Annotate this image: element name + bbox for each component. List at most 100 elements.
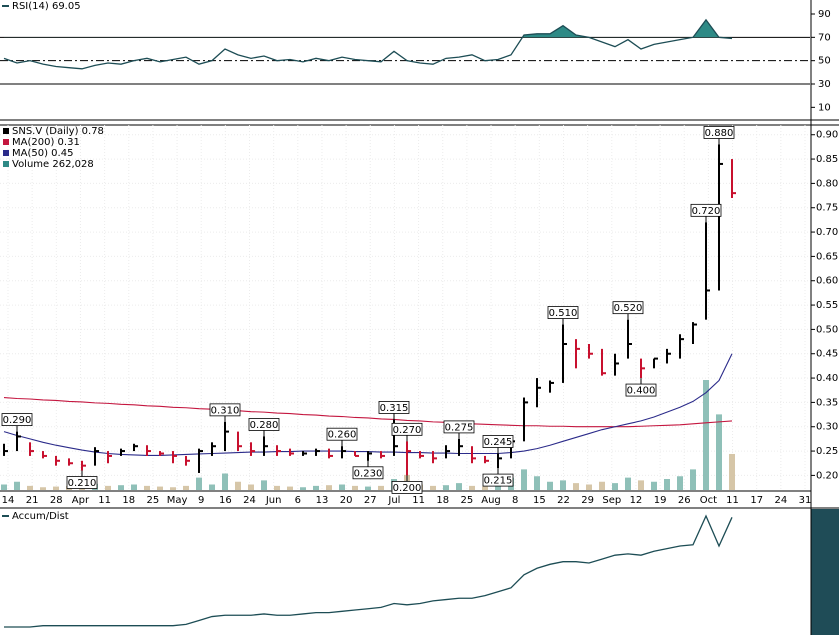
y-tick-label: 10	[818, 102, 831, 113]
x-tick-label: 27	[364, 495, 377, 506]
x-tick-label: 21	[26, 495, 39, 506]
volume-bar	[261, 480, 267, 490]
volume-bar	[716, 414, 722, 490]
axis-strip	[811, 509, 839, 635]
x-tick-label: Oct	[700, 495, 717, 506]
legend-swatch	[3, 161, 9, 167]
legend-label: Accum/Dist	[12, 511, 69, 522]
callout-box	[326, 427, 358, 441]
y-tick-label: 0.50	[816, 324, 838, 335]
y-tick-label: 0.75	[816, 203, 838, 214]
callout-label: 0.315	[380, 403, 409, 414]
x-tick-label: 18	[122, 495, 135, 506]
callout-box	[1, 413, 33, 427]
x-tick-label: 11	[98, 495, 111, 506]
callout-label: 0.510	[549, 308, 578, 319]
indicator-line	[4, 514, 733, 628]
x-tick-label: 26	[678, 495, 691, 506]
callout-label: 0.880	[705, 128, 734, 139]
y-tick-label: 0.70	[816, 227, 838, 238]
volume-bar	[27, 485, 33, 490]
legend-label: SNS.V (Daily) 0.78	[12, 126, 104, 137]
x-tick-label: May	[167, 495, 188, 506]
volume-bar	[248, 484, 254, 490]
legend-label: RSI(14) 69.05	[12, 1, 81, 12]
legend-label: MA(50) 0.45	[12, 148, 73, 159]
volume-bar	[430, 485, 436, 490]
volume-bar	[729, 453, 735, 490]
volume-bar	[339, 484, 345, 490]
x-tick-label: 6	[295, 495, 301, 506]
x-tick-label: 14	[2, 495, 15, 506]
legend-swatch	[3, 150, 9, 156]
volume-bar	[573, 483, 579, 490]
volume-bar	[690, 469, 696, 490]
volume-bar	[209, 484, 215, 490]
y-tick-label: 50	[818, 56, 831, 67]
volume-bar	[14, 481, 20, 490]
volume-bar	[235, 481, 241, 490]
volume-bar	[274, 485, 280, 490]
volume-bar	[144, 485, 150, 490]
callout-label: 0.215	[484, 476, 513, 487]
volume-bar	[534, 476, 540, 490]
volume-bar	[664, 479, 670, 490]
x-tick-label: 25	[147, 495, 160, 506]
volume-bar	[521, 469, 527, 490]
volume-bar	[365, 486, 371, 490]
x-tick-label: 19	[654, 495, 667, 506]
callout-box	[690, 203, 722, 217]
callout-box	[209, 403, 241, 417]
callout-label: 0.290	[3, 415, 32, 426]
volume-bar	[287, 486, 293, 490]
callout-label: 0.520	[614, 303, 643, 314]
callout-box	[482, 473, 514, 487]
volume-bar	[456, 483, 462, 490]
y-tick-label: 0.30	[816, 422, 838, 433]
x-tick-label: 13	[316, 495, 329, 506]
x-tick-label: Jul	[387, 495, 400, 506]
x-tick-label: 29	[581, 495, 594, 506]
y-tick-label: 0.55	[816, 300, 838, 311]
callout-box	[625, 383, 657, 397]
x-tick-label: Jun	[265, 495, 282, 506]
callout-label: 0.275	[445, 422, 474, 433]
callout-label: 0.260	[328, 430, 357, 441]
x-tick-label: Sep	[602, 495, 621, 506]
x-tick-label: Apr	[72, 495, 90, 506]
y-tick-label: 0.25	[816, 446, 838, 457]
volume-bar	[313, 485, 319, 490]
y-tick-label: 70	[818, 32, 831, 43]
callout-box	[248, 418, 280, 431]
y-tick-label: 0.65	[816, 251, 838, 262]
moving-average	[3, 396, 733, 428]
x-tick-label: 24	[774, 495, 787, 506]
y-tick-label: 0.60	[816, 276, 838, 287]
volume-bar	[40, 487, 46, 490]
callout-label: 0.400	[627, 386, 656, 397]
x-tick-label: 20	[340, 495, 353, 506]
volume-bar	[612, 483, 618, 490]
x-tick-label: 31	[799, 495, 812, 506]
volume-bar	[157, 486, 163, 490]
y-tick-label: 0.85	[816, 154, 838, 165]
x-tick-label: 11	[412, 495, 425, 506]
volume-bar	[651, 481, 657, 490]
callout-label: 0.230	[354, 468, 383, 479]
y-tick-label: 30	[818, 79, 831, 90]
volume-bar	[547, 481, 553, 490]
volume-bar	[170, 487, 176, 490]
y-tick-label: 0.45	[816, 349, 838, 360]
x-tick-label: 24	[243, 495, 256, 506]
volume-bar	[222, 473, 228, 490]
y-tick-label: 0.80	[816, 178, 838, 189]
volume-bar	[196, 477, 202, 490]
callout-box	[378, 401, 410, 414]
x-tick-label: 22	[557, 495, 570, 506]
callout-box	[66, 476, 98, 489]
callout-box	[391, 480, 423, 494]
callout-label: 0.245	[484, 437, 513, 448]
callout-box	[612, 301, 644, 315]
